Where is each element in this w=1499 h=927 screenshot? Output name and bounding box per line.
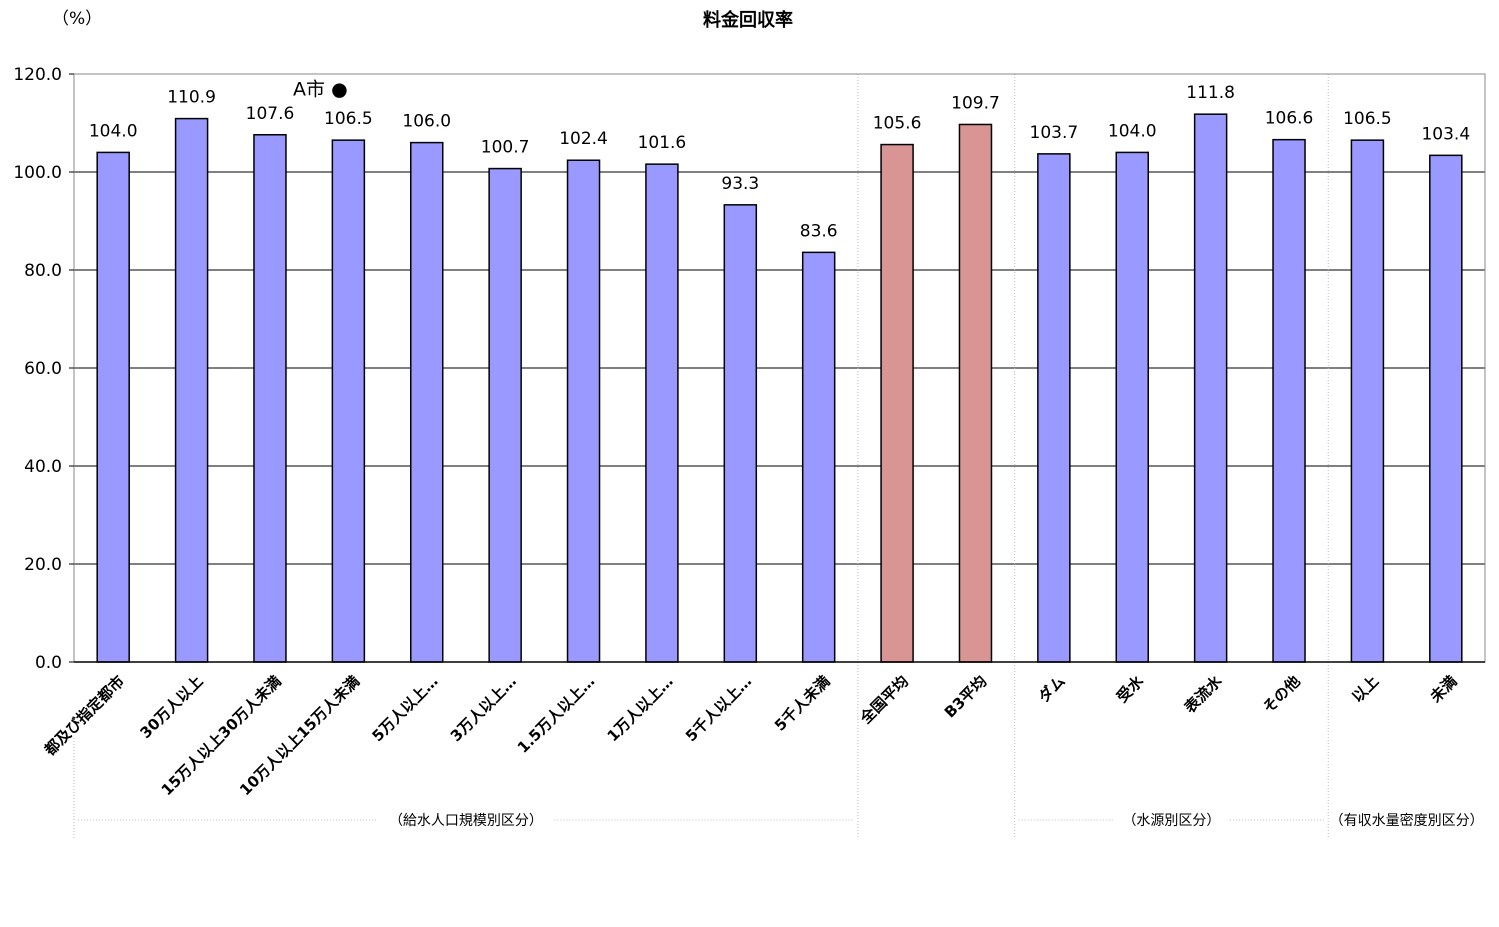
value-label: 109.7 [951, 93, 1000, 113]
group-label: （給水人口規模別区分） [389, 813, 543, 829]
y-axis-ticks: 0.0 20.0 40.0 60.0 80.0 100.0 120.0 [13, 65, 74, 673]
category-label: 受水 [1113, 671, 1148, 706]
gridlines [74, 171, 1485, 565]
y-tick-label: 0.0 [35, 653, 62, 673]
annotation: A市 ● [293, 79, 348, 101]
category-label: 都及び指定都市 [40, 672, 128, 760]
value-label: 103.7 [1030, 123, 1079, 143]
category-label: 5千人未満 [771, 672, 834, 735]
bar [1115, 151, 1149, 663]
group-label: （有収水量密度別区分） [1330, 812, 1484, 829]
category-label: 5万人以上… [368, 672, 441, 745]
category-label: 1.5万人以上… [514, 672, 599, 757]
category-label: 表流水 [1181, 671, 1226, 716]
y-axis-unit: （%） [52, 9, 102, 29]
value-label: 111.8 [1186, 83, 1235, 103]
bar [645, 163, 679, 663]
category-label: 1万人以上… [604, 672, 677, 745]
group-separators [73, 74, 1329, 838]
category-label: 3万人以上… [447, 672, 520, 745]
bar [1350, 139, 1385, 663]
value-label: 106.0 [402, 112, 451, 132]
bar [1272, 138, 1306, 663]
value-label: 110.9 [167, 88, 216, 108]
bar [253, 134, 287, 663]
value-label: 106.5 [324, 109, 373, 129]
value-label: 100.7 [481, 138, 530, 158]
category-label: 以上 [1348, 672, 1382, 706]
y-tick-label: 100.0 [13, 163, 62, 183]
value-label: 101.6 [638, 133, 687, 153]
bar [174, 117, 209, 663]
value-label: 93.3 [721, 174, 759, 194]
value-label: 102.4 [559, 129, 608, 149]
bar [958, 123, 993, 663]
bar [1037, 153, 1071, 663]
value-label: 104.0 [1108, 121, 1157, 141]
bar [488, 167, 522, 663]
category-label: B3平均 [941, 672, 990, 721]
annotations: A市 ● [293, 79, 348, 101]
y-tick-label: 60.0 [24, 359, 62, 379]
bar [1429, 154, 1463, 663]
bar [331, 139, 366, 663]
category-label: その他 [1259, 672, 1304, 717]
bar [880, 143, 914, 663]
value-label: 106.5 [1343, 109, 1392, 129]
bar [1193, 113, 1228, 663]
bar [566, 159, 601, 663]
category-label: 5千人以上… [682, 672, 755, 745]
y-tick-label: 80.0 [24, 261, 62, 281]
value-label: 105.6 [873, 114, 922, 134]
category-label: 30万人以上 [136, 672, 206, 742]
bar [723, 204, 758, 663]
value-label: 83.6 [800, 221, 838, 241]
y-tick-label: 120.0 [13, 65, 62, 85]
bars [96, 113, 1463, 663]
value-label: 106.6 [1265, 109, 1314, 129]
chart-title: 料金回収率 [703, 9, 793, 31]
group-label: （水源別区分） [1122, 813, 1220, 829]
group-labels: （給水人口規模別区分） （水源別区分） （有収水量密度別区分） [78, 812, 1484, 829]
value-label: 103.4 [1421, 124, 1470, 144]
y-tick-label: 40.0 [24, 457, 62, 477]
value-label: 107.6 [246, 104, 295, 124]
bar [410, 141, 444, 663]
value-labels: 104.0 110.9 107.6 106.5 106.0 100.7 102.4 101.6… [89, 83, 1470, 241]
y-tick-label: 20.0 [24, 555, 62, 575]
bar [801, 251, 836, 663]
value-label: 104.0 [89, 121, 138, 141]
category-label: 全国平均 [856, 672, 912, 728]
category-label: ダム [1035, 672, 1069, 706]
category-label: 未満 [1426, 672, 1461, 707]
bar [96, 151, 130, 663]
